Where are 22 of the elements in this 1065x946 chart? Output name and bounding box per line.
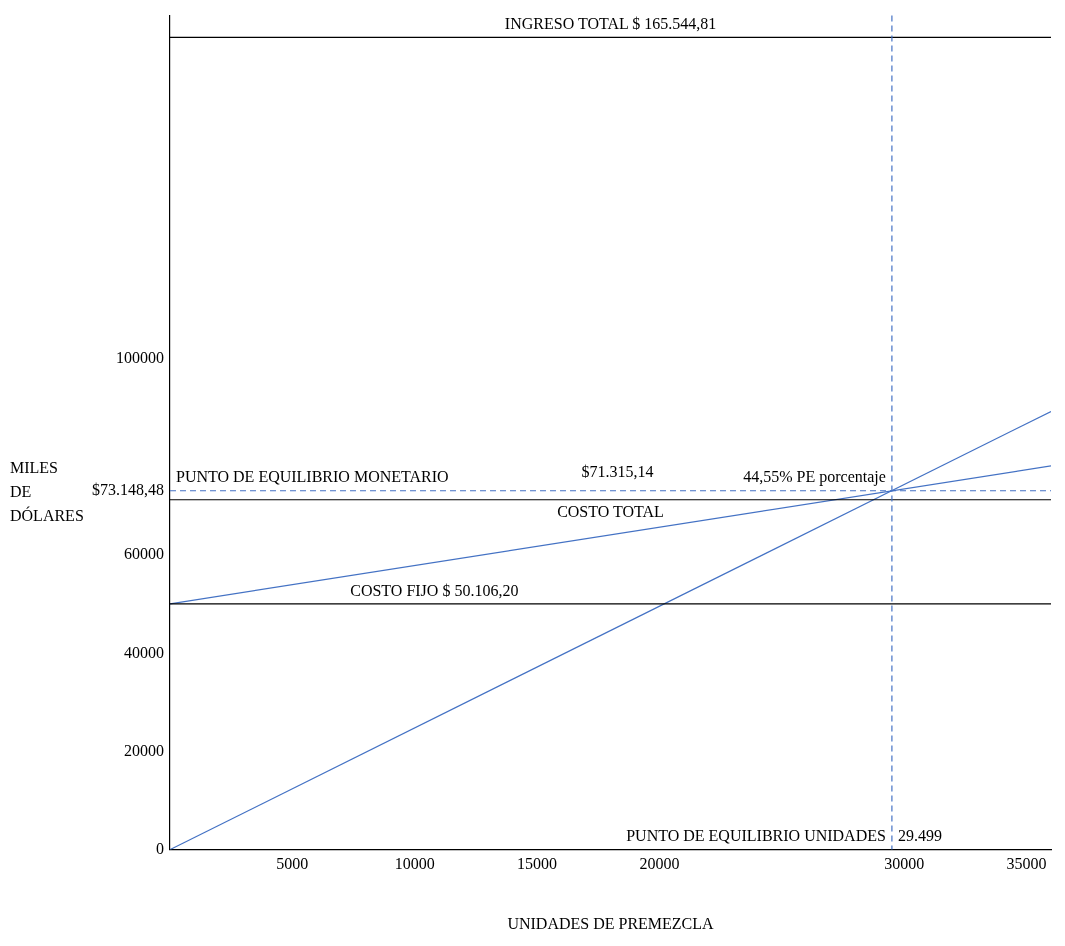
x-tick-label: 20000 <box>639 855 680 873</box>
ref-line-label: COSTO FIJO $ 50.106,20 <box>350 581 519 599</box>
y-tick-label: 40000 <box>124 643 164 661</box>
annotation: PUNTO DE EQUILIBRIO UNIDADES <box>626 826 886 844</box>
y-tick-label: 100000 <box>116 349 164 367</box>
x-tick-label: 30000 <box>884 855 925 873</box>
ref-line-label: $73.148,48 <box>92 480 164 498</box>
y-tick-label: 20000 <box>124 741 164 759</box>
annotation: PUNTO DE EQUILIBRIO MONETARIO <box>176 467 449 485</box>
x-axis-title: UNIDADES DE PREMEZCLA <box>507 914 715 932</box>
x-tick-label: 35000 <box>1006 855 1047 873</box>
y-axis-title: MILES DE DÓLARES <box>10 458 84 524</box>
annotation: $71.315,14 <box>581 462 654 480</box>
x-tick-label: 5000 <box>276 855 309 873</box>
x-tick-label: 10000 <box>394 855 435 873</box>
y-tick-label: 60000 <box>124 545 164 563</box>
x-tick-label: 15000 <box>517 855 558 873</box>
annotation: 44,55% PE porcentaje <box>743 467 886 486</box>
ref-line-label: INGRESO TOTAL $ 165.544,81 <box>504 15 717 33</box>
ref-line-label: COSTO TOTAL <box>557 502 664 520</box>
ref-line-label: 29.499 <box>897 826 942 844</box>
y-tick-label: 0 <box>156 839 164 857</box>
